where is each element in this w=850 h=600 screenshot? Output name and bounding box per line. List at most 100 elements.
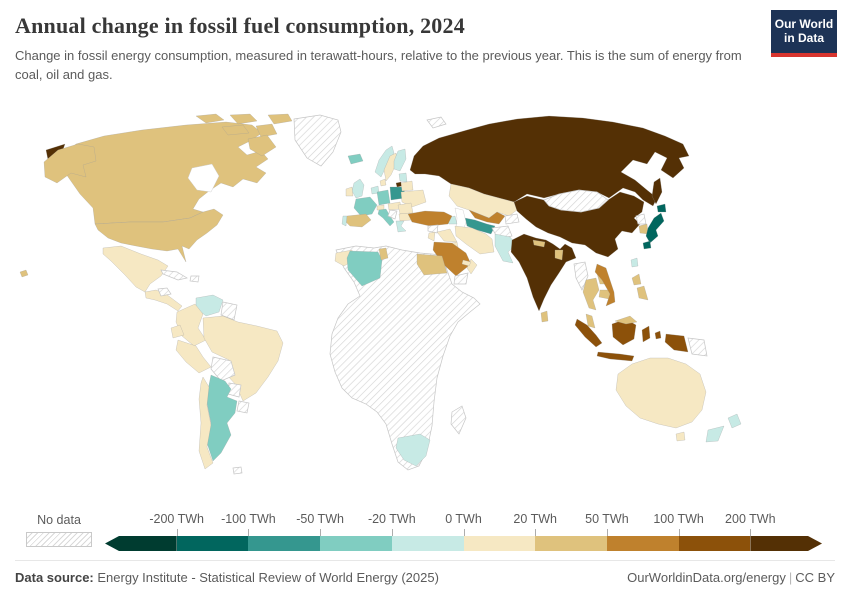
legend-bin-6[interactable]: [535, 536, 607, 551]
legend-bin-0[interactable]: [105, 536, 177, 551]
country-balkans[interactable]: [387, 209, 398, 220]
country-ireland[interactable]: [345, 186, 354, 197]
country-canada-baffin-island[interactable]: [247, 134, 277, 157]
country-canada-ellesmere-island[interactable]: [267, 113, 293, 125]
country-falkland-islands[interactable]: [232, 466, 243, 475]
country-mexico[interactable]: [102, 245, 169, 293]
country-uae[interactable]: [461, 259, 472, 267]
country-italy[interactable]: [377, 208, 395, 227]
country-honduras-nicaragua[interactable]: [157, 287, 172, 297]
country-australia-tasmania[interactable]: [675, 431, 686, 442]
country-mongolia[interactable]: [543, 189, 609, 213]
country-japan-honshu[interactable]: [645, 212, 665, 244]
legend-bin-5[interactable]: [463, 536, 536, 551]
country-malaysia-peninsula[interactable]: [585, 313, 596, 329]
legend-bin-7[interactable]: [606, 536, 679, 551]
owid-logo[interactable]: Our World in Data: [771, 10, 837, 57]
country-bangladesh[interactable]: [554, 249, 564, 261]
country-usa[interactable]: [94, 208, 224, 263]
country-malaysia-borneo[interactable]: [614, 315, 638, 325]
country-bolivia[interactable]: [210, 356, 236, 382]
country-greenland[interactable]: [293, 114, 342, 167]
country-romania[interactable]: [397, 202, 414, 215]
country-madagascar[interactable]: [450, 405, 467, 435]
country-ecuador[interactable]: [170, 324, 185, 339]
country-indonesia-sumatra[interactable]: [574, 318, 603, 348]
country-south-africa[interactable]: [395, 433, 431, 467]
country-spain[interactable]: [344, 213, 372, 228]
owid-url-link[interactable]: OurWorldinData.org/energy: [627, 570, 786, 585]
country-australia[interactable]: [615, 357, 707, 429]
country-peru[interactable]: [175, 339, 212, 374]
country-canada-arctic-island-1[interactable]: [195, 113, 225, 124]
country-jordan-israel[interactable]: [427, 231, 436, 242]
country-brazil[interactable]: [202, 315, 284, 402]
legend-bin-3[interactable]: [320, 536, 392, 551]
country-argentina[interactable]: [206, 374, 238, 462]
country-egypt[interactable]: [416, 253, 448, 276]
legend-no-data-swatch[interactable]: [26, 532, 92, 547]
country-indonesia-moluccas[interactable]: [654, 330, 662, 340]
country-tunisia[interactable]: [378, 247, 389, 261]
country-turkey[interactable]: [407, 210, 453, 227]
country-canada-arctic-island-3[interactable]: [221, 124, 250, 136]
country-ukraine[interactable]: [400, 189, 427, 208]
country-chile[interactable]: [198, 376, 214, 470]
country-belarus[interactable]: [400, 180, 414, 192]
country-new-zealand-south[interactable]: [705, 425, 725, 443]
country-usa-alaska[interactable]: [43, 143, 97, 184]
country-indonesia-papua[interactable]: [664, 333, 689, 353]
country-canada-arctic-island-4[interactable]: [255, 123, 278, 138]
license-link[interactable]: CC BY: [795, 570, 835, 585]
country-north-korea[interactable]: [635, 213, 647, 225]
country-united-kingdom[interactable]: [351, 178, 365, 199]
country-kazakhstan[interactable]: [448, 183, 518, 219]
country-russia-sakhalin[interactable]: [651, 177, 663, 205]
country-myanmar[interactable]: [573, 261, 589, 291]
country-uruguay[interactable]: [236, 400, 250, 414]
country-new-zealand-north[interactable]: [727, 413, 742, 429]
country-kyrgyzstan-tajikistan[interactable]: [504, 213, 520, 225]
country-usa-hawaii[interactable]: [19, 269, 29, 278]
country-yemen[interactable]: [453, 272, 469, 285]
country-philippines-mindanao[interactable]: [636, 285, 649, 301]
country-finland[interactable]: [393, 148, 407, 172]
country-algeria[interactable]: [346, 250, 383, 287]
country-germany[interactable]: [376, 189, 391, 206]
country-iraq[interactable]: [436, 228, 458, 243]
country-syria[interactable]: [427, 224, 439, 234]
owid-logo-line1: Our World: [774, 17, 834, 31]
country-cuba[interactable]: [160, 269, 188, 281]
country-indonesia-java[interactable]: [596, 351, 635, 362]
country-nepal[interactable]: [532, 239, 546, 248]
country-portugal[interactable]: [341, 215, 348, 227]
country-japan-hokkaido[interactable]: [656, 203, 667, 213]
legend-bin-8[interactable]: [678, 536, 751, 551]
country-hispaniola[interactable]: [189, 275, 200, 283]
country-canada-arctic-island-2[interactable]: [229, 113, 258, 125]
legend-bin-9[interactable]: [750, 536, 822, 551]
country-guyana-suriname[interactable]: [220, 301, 238, 321]
country-philippines-luzon[interactable]: [631, 273, 642, 286]
country-thailand[interactable]: [582, 277, 600, 311]
country-greece[interactable]: [395, 220, 407, 233]
country-france[interactable]: [353, 196, 378, 217]
country-baltics[interactable]: [398, 172, 408, 183]
country-iceland[interactable]: [347, 153, 364, 165]
legend-bin-1[interactable]: [176, 536, 249, 551]
country-saudi-arabia[interactable]: [432, 241, 472, 277]
country-sri-lanka[interactable]: [540, 310, 549, 323]
legend-bin-2[interactable]: [248, 536, 321, 551]
country-taiwan[interactable]: [630, 257, 639, 268]
country-norway[interactable]: [374, 145, 395, 178]
legend-bin-4[interactable]: [391, 536, 464, 551]
country-pakistan[interactable]: [494, 233, 517, 264]
country-papua-new-guinea[interactable]: [687, 337, 708, 357]
country-iran[interactable]: [454, 225, 495, 255]
country-svalbard[interactable]: [426, 116, 447, 129]
country-canada[interactable]: [59, 121, 269, 225]
country-indonesia-sulawesi[interactable]: [641, 325, 651, 343]
country-vietnam[interactable]: [594, 263, 616, 307]
country-denmark[interactable]: [379, 178, 387, 187]
country-japan-kyushu[interactable]: [642, 240, 652, 250]
